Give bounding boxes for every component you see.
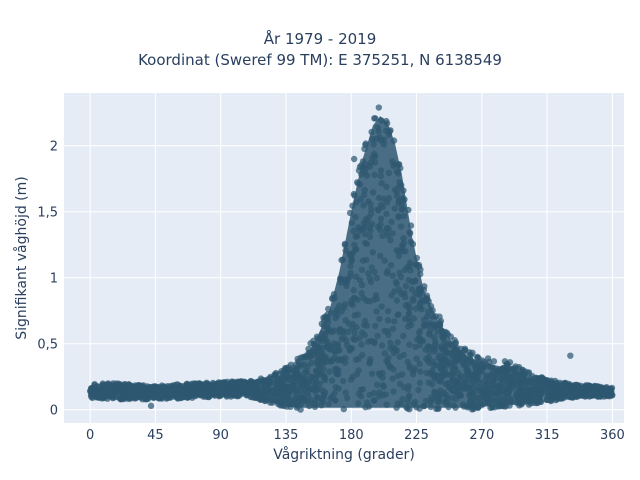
data-point — [536, 376, 544, 383]
data-point — [147, 402, 155, 410]
data-point — [512, 363, 519, 370]
x-tick-label: 90 — [212, 428, 229, 443]
data-point — [350, 155, 358, 163]
data-point — [297, 406, 304, 413]
data-point — [469, 349, 476, 356]
data-point — [230, 389, 238, 396]
data-point — [371, 115, 378, 122]
x-tick-label: 45 — [147, 428, 164, 443]
y-tick-label: 0 — [50, 403, 58, 418]
data-point — [173, 393, 180, 400]
data-point — [155, 394, 162, 402]
data-point — [223, 393, 230, 400]
x-tick-label: 0 — [86, 428, 94, 443]
data-point — [252, 379, 260, 386]
data-point — [557, 395, 564, 402]
data-point — [91, 381, 98, 388]
data-point — [126, 394, 134, 402]
data-point — [294, 355, 301, 363]
data-point — [479, 357, 486, 364]
data-point — [165, 392, 172, 399]
data-point — [470, 405, 477, 413]
y-axis-title: Signifikant våghöjd (m) — [14, 176, 30, 340]
x-tick-label: 180 — [339, 428, 364, 443]
data-point — [90, 391, 97, 398]
x-tick-label: 270 — [469, 428, 494, 443]
data-point — [567, 352, 574, 359]
data-point — [283, 365, 290, 373]
data-point — [102, 393, 109, 400]
data-point — [375, 104, 383, 111]
data-point — [197, 390, 204, 397]
data-density-core — [261, 116, 543, 408]
data-point — [572, 388, 580, 396]
data-point — [243, 383, 250, 391]
data-point — [587, 385, 594, 392]
data-point — [554, 387, 561, 394]
data-point — [214, 382, 221, 389]
data-point — [205, 393, 212, 400]
data-point — [188, 390, 195, 398]
data-point — [272, 371, 279, 378]
data-point — [490, 358, 498, 365]
data-point — [220, 383, 228, 390]
data-point — [97, 390, 104, 397]
data-point — [544, 396, 551, 404]
data-point — [462, 346, 469, 354]
data-point — [104, 380, 112, 387]
y-tick-label: 2 — [50, 139, 58, 154]
chart-title: År 1979 - 2019 — [263, 30, 377, 48]
data-point — [608, 388, 615, 396]
data-point — [579, 390, 586, 398]
data-point — [236, 384, 243, 391]
x-axis-title: Vågriktning (grader) — [273, 447, 415, 463]
data-point — [543, 384, 551, 392]
y-tick-label: 1,5 — [37, 205, 58, 220]
data-point — [141, 384, 149, 391]
data-point — [132, 395, 139, 402]
data-point — [237, 389, 244, 396]
data-point — [185, 385, 192, 392]
data-point — [99, 380, 107, 387]
data-point — [151, 387, 158, 394]
data-points — [87, 104, 616, 413]
y-tick-label: 0,5 — [37, 337, 58, 352]
data-point — [550, 393, 558, 400]
data-point — [180, 392, 187, 399]
data-point — [287, 361, 295, 368]
data-point — [115, 380, 122, 387]
data-point — [177, 383, 184, 390]
y-tick-label: 1 — [50, 271, 58, 286]
chart-subtitle: Koordinat (Sweref 99 TM): E 375251, N 61… — [138, 51, 502, 69]
data-point — [106, 388, 113, 395]
data-point — [588, 392, 595, 399]
tick-labels: 0 45 90 135 180 225 270 315 360 0 0,5 1 1,5 2 — [37, 139, 624, 443]
data-point — [147, 391, 154, 399]
data-point — [474, 353, 481, 361]
data-point — [234, 378, 241, 385]
data-point — [195, 383, 203, 391]
data-point — [259, 377, 266, 384]
x-tick-label: 360 — [600, 428, 625, 443]
data-point — [451, 337, 458, 344]
data-point — [117, 395, 125, 402]
data-point — [121, 381, 128, 388]
x-tick-label: 135 — [274, 428, 299, 443]
x-tick-label: 315 — [535, 428, 560, 443]
x-tick-label: 225 — [404, 428, 429, 443]
data-point — [504, 361, 511, 368]
data-point — [546, 379, 553, 387]
data-point — [133, 386, 140, 393]
data-point — [203, 383, 211, 390]
data-point — [544, 391, 551, 399]
data-point — [116, 387, 124, 395]
data-point — [603, 386, 610, 394]
data-point — [307, 340, 314, 347]
